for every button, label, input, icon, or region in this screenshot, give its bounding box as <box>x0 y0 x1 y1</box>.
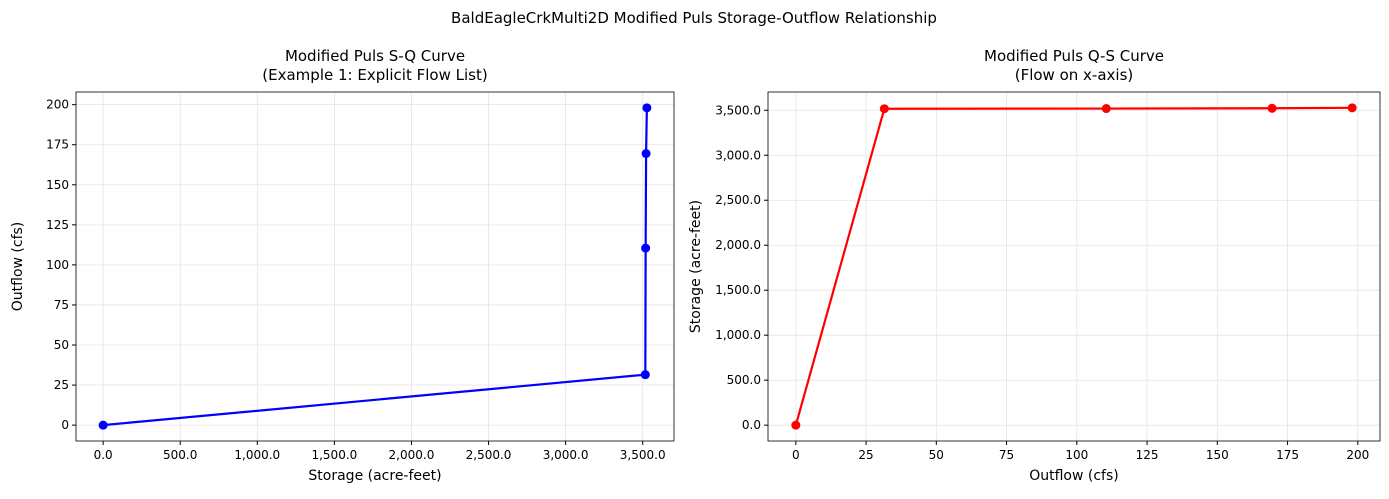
chart-title: Modified Puls Q-S Curve <box>984 47 1164 65</box>
data-point <box>641 243 651 253</box>
chart-title: Modified Puls S-Q Curve <box>285 47 465 65</box>
y-tick-label: 2,500.0 <box>715 193 761 207</box>
data-point <box>1347 103 1357 113</box>
y-axis-label: Storage (acre-feet) <box>688 200 704 333</box>
x-tick-label: 175 <box>1276 448 1299 462</box>
chart-subtitle: (Flow on x-axis) <box>1015 66 1134 84</box>
figure-title: BaldEagleCrkMulti2D Modified Puls Storag… <box>451 9 937 27</box>
x-tick-label: 50 <box>929 448 944 462</box>
x-tick-label: 150 <box>1206 448 1229 462</box>
data-point <box>641 149 651 159</box>
y-tick-label: 500.0 <box>727 373 761 387</box>
y-tick-label: 2,000.0 <box>715 238 761 252</box>
y-tick-label: 1,000.0 <box>715 328 761 342</box>
y-tick-label: 25 <box>54 378 69 392</box>
x-tick-label: 1,000.0 <box>234 448 280 462</box>
x-tick-label: 125 <box>1136 448 1159 462</box>
data-point <box>1267 103 1277 113</box>
x-axis-label: Storage (acre-feet) <box>308 468 441 484</box>
data-point <box>1101 104 1111 114</box>
y-tick-label: 3,000.0 <box>715 148 761 162</box>
data-point <box>791 420 801 430</box>
x-tick-label: 2,000.0 <box>389 448 435 462</box>
chart-subtitle: (Example 1: Explicit Flow List) <box>262 66 487 84</box>
y-tick-label: 75 <box>54 298 69 312</box>
data-point <box>98 420 108 430</box>
x-axis-label: Outflow (cfs) <box>1029 468 1119 484</box>
y-tick-label: 50 <box>54 338 69 352</box>
y-tick-label: 150 <box>46 178 69 192</box>
y-tick-label: 100 <box>46 258 69 272</box>
x-tick-label: 25 <box>858 448 873 462</box>
x-tick-label: 0 <box>792 448 800 462</box>
x-tick-label: 500.0 <box>163 448 197 462</box>
x-tick-label: 100 <box>1065 448 1088 462</box>
x-tick-label: 200 <box>1346 448 1369 462</box>
data-point <box>642 103 652 113</box>
plot-frame <box>75 91 675 442</box>
y-tick-label: 200 <box>46 98 69 112</box>
y-tick-label: 125 <box>46 218 69 232</box>
data-point <box>640 370 650 380</box>
y-axis-label: Outflow (cfs) <box>10 222 26 312</box>
y-tick-label: 3,500.0 <box>715 103 761 117</box>
data-point <box>879 104 889 114</box>
x-tick-label: 0.0 <box>94 448 113 462</box>
x-tick-label: 75 <box>999 448 1014 462</box>
x-tick-label: 1,500.0 <box>311 448 357 462</box>
x-tick-label: 3,000.0 <box>543 448 589 462</box>
x-tick-label: 3,500.0 <box>620 448 666 462</box>
x-tick-label: 2,500.0 <box>466 448 512 462</box>
y-tick-label: 1,500.0 <box>715 283 761 297</box>
plot-frame <box>767 91 1381 442</box>
y-tick-label: 175 <box>46 138 69 152</box>
y-tick-label: 0.0 <box>742 418 761 432</box>
y-tick-label: 0 <box>61 418 69 432</box>
